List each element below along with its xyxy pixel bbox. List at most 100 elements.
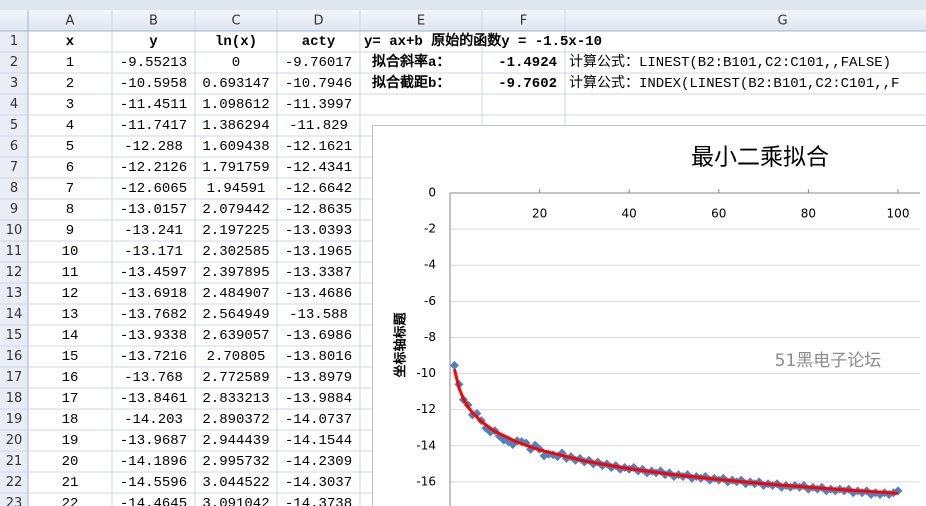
row-header: 15	[6, 328, 23, 343]
cell-value: 5	[66, 139, 74, 155]
cell-value: -12.288	[124, 139, 183, 155]
cell-value: -14.203	[124, 412, 183, 428]
cell-value: -13.3387	[285, 265, 352, 281]
row-header: 19	[6, 412, 23, 427]
cell-value: -14.1896	[120, 454, 187, 470]
row-header-bar	[0, 31, 28, 506]
cell-value: -14.0737	[285, 412, 352, 428]
fit-value: -1.4924	[498, 55, 557, 71]
y-tick-label: -8	[424, 330, 436, 344]
cell-value: 20	[62, 454, 79, 470]
chart-frame	[372, 125, 926, 506]
cell-value: -11.829	[289, 118, 348, 134]
cell-value: -14.5596	[120, 475, 187, 491]
x-tick-label: 60	[711, 207, 726, 221]
fit-formula: 计算公式：LINEST(B2:B101,C2:C101,,FALSE)	[569, 54, 891, 71]
cell-value: 11	[62, 265, 79, 281]
cell-value: 10	[62, 244, 79, 260]
row-header: 22	[6, 475, 23, 490]
cell-value: 12	[62, 286, 79, 302]
cell-value: 2.564949	[202, 307, 269, 323]
cell-value: -13.8979	[285, 370, 352, 386]
cell-value: -9.55213	[120, 55, 187, 71]
column-label: ln(x)	[215, 34, 257, 50]
cell-value: -14.2309	[285, 454, 352, 470]
row-header: 7	[10, 160, 18, 175]
row-header: 20	[6, 433, 23, 448]
column-header-bar	[0, 10, 926, 31]
y-tick-label: -6	[424, 294, 436, 308]
y-tick-label: 0	[428, 186, 436, 200]
cell-value: 9	[66, 223, 74, 239]
cell-value: -14.1544	[285, 433, 352, 449]
cell-value: -10.7946	[285, 76, 352, 92]
model-text: y= ax+b 原始的函数y = -1.5x-10	[364, 32, 602, 50]
cell-value: 14	[62, 328, 79, 344]
cell-value: -13.8016	[285, 349, 352, 365]
y-tick-label: -4	[424, 258, 436, 272]
cell-value: 8	[66, 202, 74, 218]
fit-formula: 计算公式：INDEX(LINEST(B2:B101,C2:C101,,F	[569, 75, 899, 92]
y-tick-label: -16	[416, 474, 436, 488]
cell-value: 19	[62, 433, 79, 449]
cell-value: 3	[66, 97, 74, 113]
column-header: B	[149, 14, 158, 29]
row-header: 17	[6, 370, 23, 385]
y-tick-label: -2	[424, 222, 436, 236]
column-label: y	[149, 34, 158, 50]
y-axis-title: 坐标轴标题	[393, 312, 409, 378]
cell-value: -13.7682	[120, 307, 187, 323]
fit-label: 拟合截距b：	[372, 74, 450, 92]
cell-value: 22	[62, 496, 79, 506]
y-tick-label: -14	[416, 438, 436, 452]
cell-value: -12.6065	[120, 181, 187, 197]
cell-value: 2.833213	[202, 391, 269, 407]
cell-value: 2.995732	[202, 454, 269, 470]
cell-value: 1	[66, 55, 74, 71]
cell-value: 3.044522	[202, 475, 269, 491]
row-header: 18	[6, 391, 23, 406]
cell-value: 1.94591	[207, 181, 266, 197]
cell-value: 0.693147	[202, 76, 269, 92]
cell-value: -13.588	[289, 307, 348, 323]
cell-value: 7	[66, 181, 74, 197]
row-header: 6	[10, 139, 18, 154]
cell-value: -11.4511	[120, 97, 187, 113]
fit-label: 拟合斜率a：	[372, 53, 450, 71]
watermark: 51黑电子论坛	[775, 351, 882, 371]
data-point	[449, 360, 459, 370]
cell-value: -10.5958	[120, 76, 187, 92]
fit-line	[453, 368, 899, 495]
row-header: 12	[6, 265, 23, 280]
cell-value: -12.2126	[120, 160, 187, 176]
y-tick-label: -12	[416, 402, 436, 416]
column-header: C	[231, 14, 240, 29]
column-label: acty	[302, 34, 336, 50]
row-header: 16	[6, 349, 23, 364]
cell-value: 1.386294	[202, 118, 269, 134]
cell-value: 2.484907	[202, 286, 269, 302]
cell-value: 2	[66, 76, 74, 92]
toolbar-strip	[0, 0, 926, 10]
row-header: 11	[6, 244, 23, 259]
cell-value: -14.3738	[285, 496, 352, 506]
row-header: 3	[10, 76, 18, 91]
cell-value: -13.4597	[120, 265, 187, 281]
cell-value: -13.9687	[120, 433, 187, 449]
cell-value: 15	[62, 349, 79, 365]
cell-value: 2.197225	[202, 223, 269, 239]
cell-value: 6	[66, 160, 74, 176]
chart-title: 最小二乘拟合	[691, 145, 829, 171]
x-tick-label: 40	[622, 207, 637, 221]
cell-value: 2.70805	[207, 349, 266, 365]
cell-value: 2.944439	[202, 433, 269, 449]
column-header: F	[520, 14, 527, 29]
row-header: 1	[10, 34, 18, 49]
cell-value: -13.768	[124, 370, 183, 386]
cell-value: -12.1621	[285, 139, 352, 155]
row-header: 23	[6, 496, 23, 506]
cell-value: 2.397895	[202, 265, 269, 281]
cell-value: -9.76017	[285, 55, 352, 71]
cell-value: -11.7417	[120, 118, 187, 134]
